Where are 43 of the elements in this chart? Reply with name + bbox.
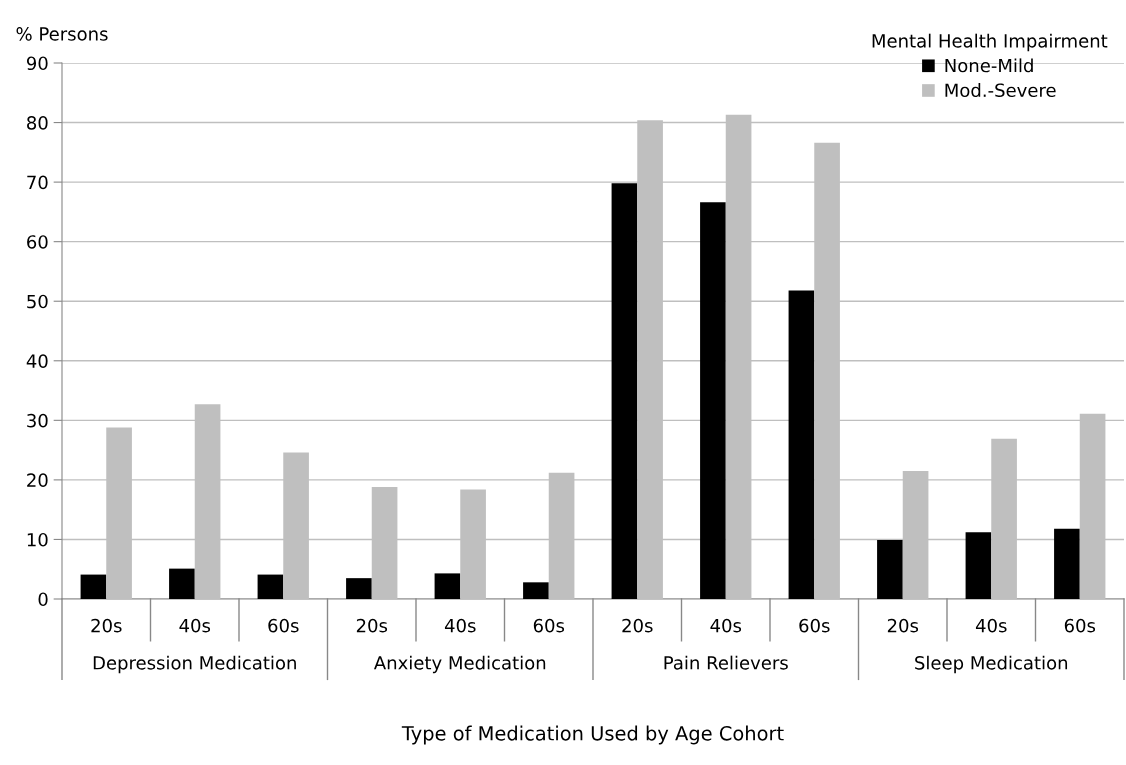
x-tick-label: 20s bbox=[887, 618, 919, 633]
x-tick-label: 20s bbox=[622, 618, 653, 633]
x-axis-title: Type of Medication Used by Age Cohort bbox=[401, 725, 784, 745]
bar bbox=[169, 568, 195, 599]
y-tick-label: 30 bbox=[27, 413, 48, 428]
y-tick-label: 90 bbox=[26, 56, 48, 71]
bar bbox=[346, 578, 372, 599]
y-axis-title: % Persons bbox=[16, 27, 108, 41]
x-tick-label: 40s bbox=[710, 618, 742, 633]
bar bbox=[1054, 528, 1080, 599]
x-tick-label: 40s bbox=[179, 618, 211, 633]
x-tick-label: 40s bbox=[975, 618, 1007, 633]
text: Sleep Medication bbox=[915, 655, 1068, 674]
x-tick-label: 60s bbox=[1064, 618, 1096, 633]
bar bbox=[523, 582, 549, 599]
y-tick-label: 60 bbox=[27, 235, 48, 249]
bar bbox=[877, 540, 903, 599]
bar bbox=[700, 202, 726, 599]
y-tick-label: 70 bbox=[27, 175, 48, 190]
y-tick-label: 80 bbox=[27, 116, 48, 130]
y-tick-label: 10 bbox=[27, 532, 48, 547]
y-tick-label: 20 bbox=[27, 473, 48, 488]
y-tick-label: 50 bbox=[27, 294, 48, 309]
text: Pain Relievers bbox=[664, 655, 788, 670]
bar bbox=[611, 183, 638, 599]
text: Depression Medication bbox=[93, 655, 296, 674]
bar bbox=[788, 290, 815, 599]
x-tick-label: 40s bbox=[444, 618, 476, 633]
legend-label: Mod.-Severe bbox=[945, 83, 1056, 98]
legend-label: None-Mild bbox=[945, 58, 1033, 73]
x-tick-label: 20s bbox=[356, 618, 388, 633]
bar bbox=[257, 574, 284, 599]
bar bbox=[965, 532, 992, 599]
y-tick-label: 40 bbox=[26, 354, 48, 368]
bar bbox=[80, 574, 107, 599]
text: Anxiety Medication bbox=[373, 655, 546, 674]
x-tick-label: 20s bbox=[91, 618, 122, 633]
bar bbox=[434, 573, 461, 599]
y-tick-label: 0 bbox=[38, 592, 48, 607]
legend-title: Mental Health Impairment bbox=[872, 33, 1108, 52]
x-tick-label: 60s bbox=[268, 618, 299, 633]
x-tick-label: 60s bbox=[533, 618, 565, 633]
x-tick-label: 60s bbox=[799, 618, 830, 633]
